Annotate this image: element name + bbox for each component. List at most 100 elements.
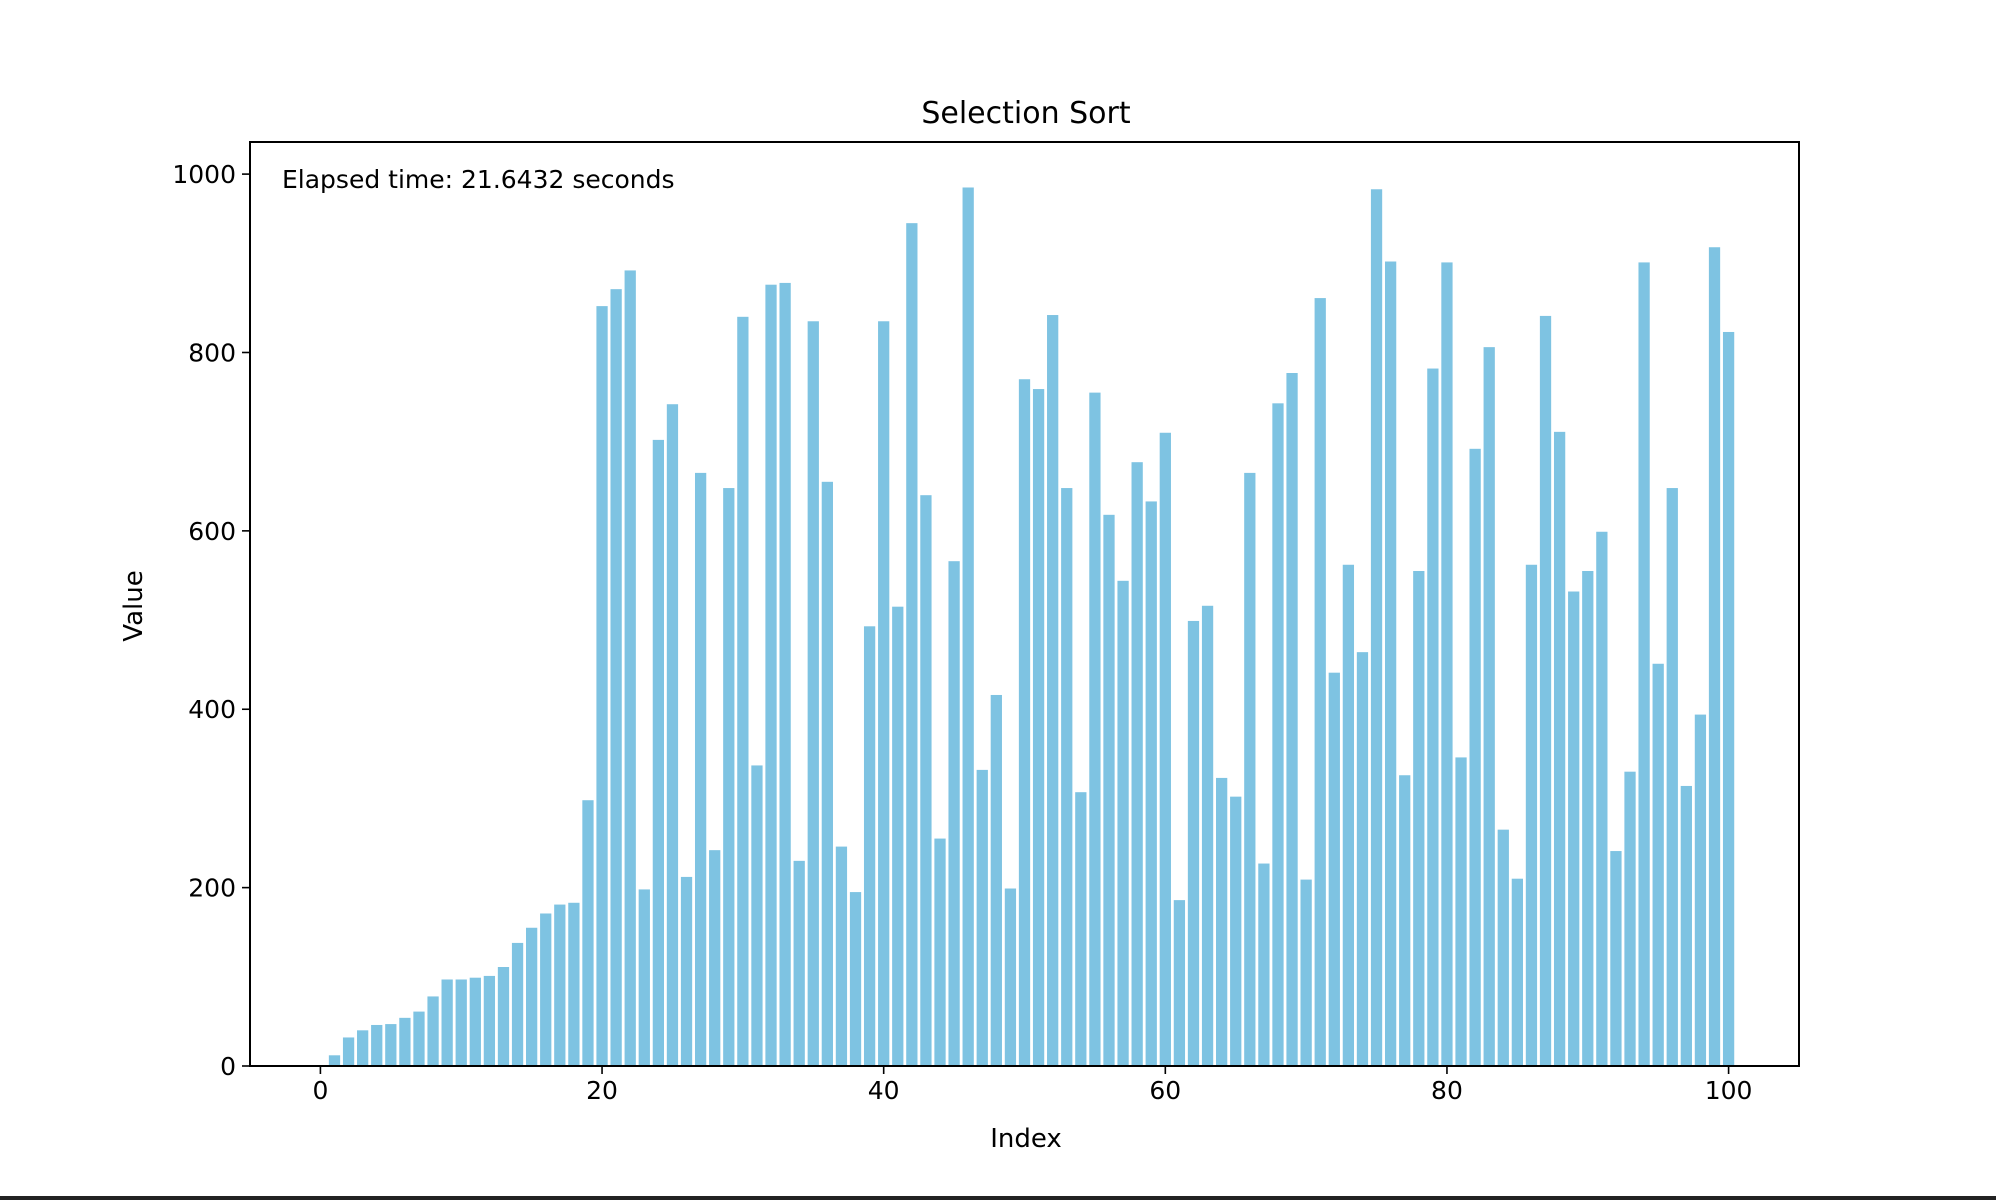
bar [1582, 571, 1594, 1066]
bar [807, 321, 819, 1066]
bar [779, 282, 791, 1066]
bar [751, 765, 763, 1066]
bar [526, 927, 538, 1066]
bar [878, 321, 890, 1066]
bar [1201, 605, 1214, 1066]
bar [469, 977, 481, 1066]
bar [1497, 829, 1509, 1066]
bar [1089, 392, 1101, 1066]
bar [1230, 796, 1242, 1066]
bar [1300, 879, 1312, 1066]
x-tick-label: 100 [1705, 1076, 1753, 1105]
bar [1469, 448, 1481, 1066]
bar [1061, 488, 1073, 1066]
bar [737, 316, 749, 1066]
bar [1173, 900, 1186, 1066]
bar [1722, 331, 1735, 1067]
elapsed-time-annotation: Elapsed time: 21.6432 seconds [282, 165, 675, 194]
plot-area-frame [249, 141, 1800, 1067]
bar [1638, 262, 1650, 1066]
bar [1187, 620, 1200, 1066]
bar [1399, 775, 1411, 1066]
bar [455, 979, 467, 1066]
y-axis-label: Value [119, 570, 149, 641]
bar [427, 996, 439, 1066]
bar [906, 223, 918, 1066]
bar [568, 902, 580, 1066]
bar [1328, 672, 1340, 1066]
bar [1511, 878, 1523, 1066]
bar [1216, 777, 1228, 1066]
bar [413, 1011, 425, 1066]
bar [1427, 368, 1439, 1066]
bar [1441, 262, 1453, 1066]
bar [483, 975, 496, 1066]
y-tick-label: 800 [188, 338, 236, 367]
x-tick-label: 0 [312, 1076, 328, 1105]
x-tick-label: 80 [1431, 1076, 1463, 1105]
y-tick-label: 600 [188, 517, 236, 546]
bar [1117, 580, 1129, 1066]
bar [962, 187, 974, 1067]
bar [1680, 785, 1692, 1066]
bar [680, 876, 693, 1066]
bar [1145, 501, 1157, 1066]
bar [1624, 771, 1636, 1066]
bar [1131, 462, 1143, 1066]
x-tick-label: 60 [1149, 1076, 1181, 1105]
bar [1032, 389, 1045, 1066]
bar [342, 1037, 355, 1066]
bar [554, 904, 566, 1066]
bar [1272, 403, 1284, 1066]
bar [1596, 531, 1608, 1066]
bar [1384, 261, 1397, 1066]
bar [920, 495, 932, 1066]
bar [990, 694, 1002, 1066]
bar [399, 1017, 411, 1066]
bar [709, 850, 721, 1066]
x-tick-label: 20 [586, 1076, 618, 1105]
bar [1568, 591, 1580, 1066]
bar [1244, 472, 1256, 1066]
bar [582, 800, 594, 1066]
bar [694, 472, 707, 1066]
bar [624, 270, 636, 1066]
bar [1455, 757, 1467, 1066]
bar [1286, 373, 1298, 1066]
bar-series [314, 187, 1735, 1067]
bar [1258, 863, 1270, 1066]
y-tick-label: 0 [220, 1052, 236, 1081]
bar [793, 860, 805, 1066]
x-axis-label: Index [990, 1124, 1062, 1154]
bar [371, 1024, 383, 1066]
bar [1413, 571, 1425, 1066]
bar [1553, 431, 1566, 1066]
bar [1314, 298, 1326, 1067]
bar [328, 1055, 341, 1066]
x-tick-label: 40 [868, 1076, 900, 1105]
bar [1103, 514, 1115, 1066]
y-tick-label: 1000 [172, 160, 236, 189]
bar [638, 889, 650, 1066]
bar [497, 967, 510, 1066]
bar [723, 488, 735, 1066]
bottom-border [0, 1196, 1996, 1200]
bar [1342, 564, 1355, 1066]
bar [1666, 488, 1678, 1066]
bar [596, 306, 608, 1066]
bar [1159, 432, 1171, 1066]
bar [1539, 315, 1552, 1066]
bar [1708, 247, 1721, 1067]
bar [1018, 379, 1031, 1066]
bar [1610, 851, 1622, 1066]
bar [1525, 564, 1538, 1066]
bar [849, 892, 862, 1066]
bar [1075, 792, 1087, 1066]
bar [934, 838, 946, 1066]
bar [1483, 347, 1495, 1066]
bar [821, 481, 833, 1066]
bar [666, 404, 679, 1067]
